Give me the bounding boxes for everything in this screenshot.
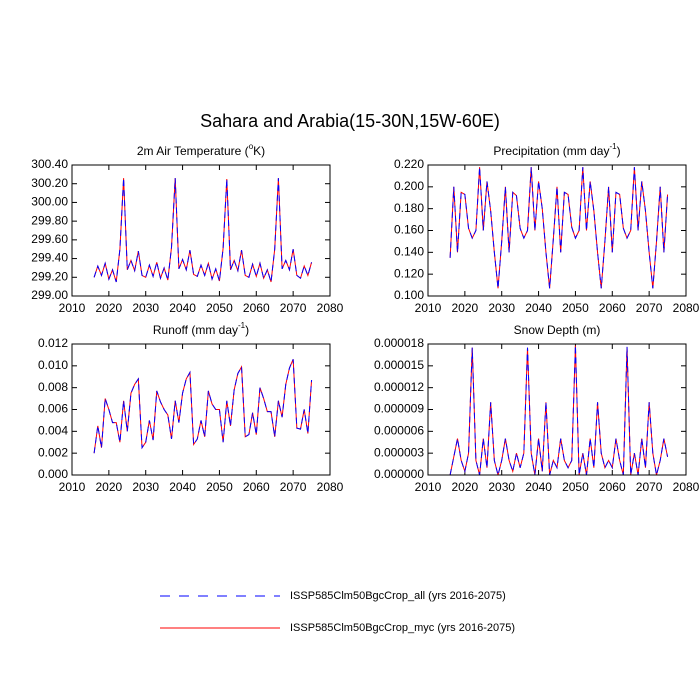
panel-title-part: Precipitation (mm day: [493, 144, 609, 158]
x-tick-label: 2030: [488, 301, 515, 315]
panel-title: Runoff (mm day-1): [153, 321, 249, 337]
x-tick-label: 2070: [280, 480, 307, 494]
x-tick-label: 2020: [452, 301, 479, 315]
x-tick-label: 2020: [452, 480, 479, 494]
x-tick-label: 2010: [415, 301, 442, 315]
y-tick-label: 300.40: [31, 157, 68, 171]
y-tick-label: 0.000: [38, 467, 68, 481]
y-tick-label: 299.00: [31, 288, 68, 302]
panel-title-part: o: [249, 142, 254, 151]
y-tick-label: 299.40: [31, 251, 68, 265]
y-tick-label: 0.000000: [374, 467, 424, 481]
y-tick-label: 0.010: [38, 358, 68, 372]
x-tick-label: 2050: [562, 480, 589, 494]
plot-frame: [427, 164, 687, 297]
plot-frame: [71, 343, 331, 476]
legend-label: ISSP585Clm50BgcCrop_myc (yrs 2016-2075): [290, 622, 515, 634]
figure-title: Sahara and Arabia(15-30N,15W-60E): [200, 111, 500, 131]
panel-title-part: -1: [238, 321, 246, 330]
x-tick-label: 2060: [599, 480, 626, 494]
y-tick-label: 0.200: [394, 179, 424, 193]
y-tick-label: 0.000006: [374, 424, 424, 438]
y-tick-label: 0.002: [38, 445, 68, 459]
y-tick-label: 0.180: [394, 201, 424, 215]
x-tick-label: 2020: [96, 480, 123, 494]
panel-title-part: K): [253, 144, 265, 158]
x-tick-label: 2040: [525, 480, 552, 494]
x-tick-label: 2070: [636, 301, 663, 315]
x-tick-label: 2030: [132, 480, 159, 494]
y-tick-label: 0.000015: [374, 358, 424, 372]
y-tick-label: 0.006: [38, 402, 68, 416]
x-tick-label: 2060: [599, 301, 626, 315]
panel-title-part: -1: [609, 142, 617, 151]
series-line: [93, 178, 313, 283]
series-line: [93, 359, 313, 454]
y-tick-label: 0.220: [394, 157, 424, 171]
plot-frame: [71, 164, 331, 297]
x-tick-label: 2080: [317, 301, 344, 315]
panel-title-part: ): [245, 323, 249, 337]
y-tick-label: 299.60: [31, 232, 68, 246]
y-tick-label: 300.00: [31, 195, 68, 209]
series-line: [449, 167, 669, 289]
y-tick-label: 0.000018: [374, 336, 424, 350]
x-tick-label: 2060: [243, 480, 270, 494]
x-tick-label: 2050: [206, 480, 233, 494]
x-tick-label: 2080: [673, 301, 700, 315]
panel-title: Precipitation (mm day-1): [493, 142, 620, 158]
x-tick-label: 2080: [673, 480, 700, 494]
y-tick-label: 0.008: [38, 380, 68, 394]
y-tick-label: 0.100: [394, 288, 424, 302]
legend-label: ISSP585Clm50BgcCrop_all (yrs 2016-2075): [290, 590, 506, 602]
x-tick-label: 2040: [525, 301, 552, 315]
x-tick-label: 2030: [488, 480, 515, 494]
y-tick-label: 299.20: [31, 269, 68, 283]
y-tick-label: 0.140: [394, 245, 424, 259]
x-tick-label: 2080: [317, 480, 344, 494]
y-tick-label: 300.20: [31, 176, 68, 190]
x-tick-label: 2040: [169, 301, 196, 315]
plot-frame: [427, 343, 687, 476]
y-tick-label: 299.80: [31, 213, 68, 227]
y-tick-label: 0.000003: [374, 445, 424, 459]
x-tick-label: 2010: [59, 480, 86, 494]
x-tick-label: 2070: [636, 480, 663, 494]
series-line: [449, 345, 669, 476]
x-tick-label: 2050: [562, 301, 589, 315]
panel-title: Snow Depth (m): [514, 323, 601, 337]
panel-title-part: ): [617, 144, 621, 158]
y-tick-label: 0.160: [394, 223, 424, 237]
y-tick-label: 0.120: [394, 266, 424, 280]
x-tick-label: 2010: [59, 301, 86, 315]
x-tick-label: 2050: [206, 301, 233, 315]
x-tick-label: 2030: [132, 301, 159, 315]
y-tick-label: 0.000009: [374, 402, 424, 416]
y-tick-label: 0.004: [38, 424, 68, 438]
y-tick-label: 0.012: [38, 336, 68, 350]
x-tick-label: 2060: [243, 301, 270, 315]
panel-title: 2m Air Temperature (oK): [137, 142, 265, 158]
panel-title-part: 2m Air Temperature (: [137, 144, 249, 158]
x-tick-label: 2040: [169, 480, 196, 494]
x-tick-label: 2020: [96, 301, 123, 315]
x-tick-label: 2070: [280, 301, 307, 315]
x-tick-label: 2010: [415, 480, 442, 494]
panel-title-part: Runoff (mm day: [153, 323, 238, 337]
y-tick-label: 0.000012: [374, 380, 424, 394]
